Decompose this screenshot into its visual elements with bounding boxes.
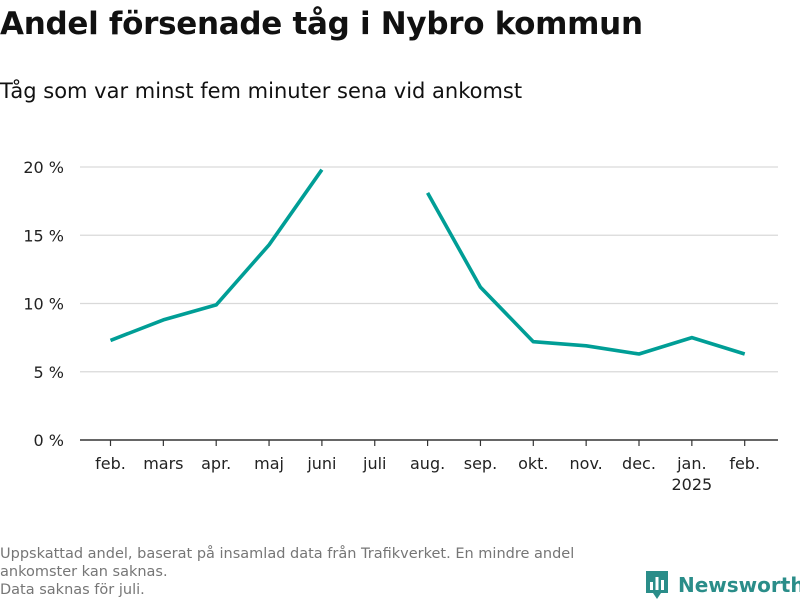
x-tick-label: maj [254, 454, 284, 473]
x-axis-ticks: feb. mars apr. maj juni juli aug. sep. okt. nov. d… [95, 440, 760, 494]
footer-note-line: ankomster kan saknas. [0, 564, 168, 580]
x-tick-label: nov. [570, 454, 603, 473]
bar-chart-badge-icon [646, 571, 668, 599]
x-tick-label: jan. [676, 454, 706, 473]
x-tick-label: juli [362, 454, 386, 473]
brand-logo[interactable]: Newsworthy [644, 569, 800, 601]
y-axis-ticks: 0 % 5 % 10 % 15 % 20 % [23, 158, 64, 450]
x-tick-label: dec. [622, 454, 656, 473]
chart-title: Andel försenade tåg i Nybro kommun [0, 6, 643, 42]
y-tick-label: 10 % [23, 295, 64, 314]
x-tick-label: aug. [410, 454, 445, 473]
x-tick-label: okt. [518, 454, 548, 473]
y-tick-label: 15 % [23, 226, 64, 245]
brand-name: Newsworthy [678, 573, 800, 597]
footer-note: Uppskattad andel, baserat på insamlad da… [0, 545, 640, 599]
y-tick-label: 0 % [34, 431, 64, 450]
series-line [426, 192, 746, 356]
footer-note-line: Data saknas för juli. [0, 582, 145, 598]
y-tick-label: 5 % [34, 363, 64, 382]
x-tick-label: apr. [201, 454, 231, 473]
x-year-label: 2025 [671, 475, 712, 494]
series-line [109, 168, 324, 343]
x-tick-label: juni [306, 454, 336, 473]
x-tick-label: sep. [464, 454, 497, 473]
y-tick-label: 20 % [23, 158, 64, 177]
chart-subtitle: Tåg som var minst fem minuter sena vid a… [0, 79, 523, 103]
x-tick-label: mars [143, 454, 183, 473]
x-tick-label: feb. [95, 454, 126, 473]
series-lines [109, 168, 746, 356]
gridlines [80, 166, 778, 373]
x-tick-label: feb. [729, 454, 760, 473]
footer-note-line: Uppskattad andel, baserat på insamlad da… [0, 546, 575, 562]
